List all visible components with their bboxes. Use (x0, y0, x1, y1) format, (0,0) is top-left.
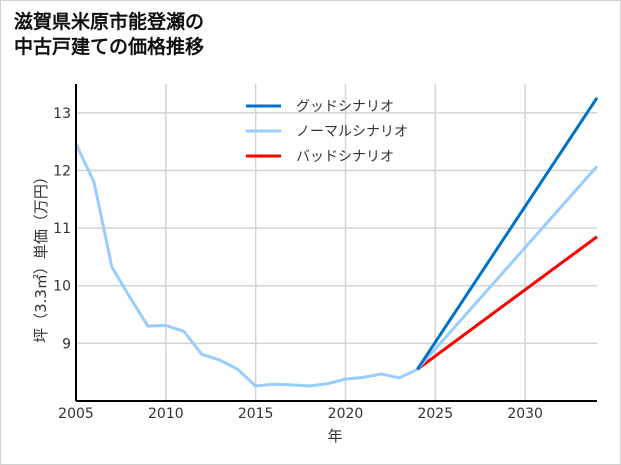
tick-labels: 2005 2010 2015 2020 2025 2030 9 10 11 12 13 (53, 106, 543, 422)
y-tick-label: 13 (53, 106, 71, 122)
scenario-line (416, 97, 599, 371)
x-tick-label: 2010 (148, 406, 184, 422)
x-tick-label: 2025 (417, 406, 453, 422)
scenario-line (416, 235, 598, 371)
y-axis-label: 坪（3.3㎡）単価（万円） (32, 169, 50, 343)
axes (75, 84, 597, 402)
legend-label: ノーマルシナリオ (296, 124, 408, 140)
legend-label: バッドシナリオ (296, 149, 394, 165)
legend-label: グッドシナリオ (296, 99, 394, 115)
series-lines (74, 97, 599, 388)
y-tick-label: 12 (53, 163, 71, 179)
chart-title: 滋賀県米原市能登瀬の 中古戸建ての価格推移 (14, 10, 204, 60)
y-tick-label: 11 (53, 221, 71, 237)
chart-title-line-2: 中古戸建ての価格推移 (14, 36, 205, 58)
y-tick-label: 9 (62, 336, 71, 352)
x-tick-label: 2015 (238, 406, 274, 422)
x-tick-label: 2005 (58, 406, 94, 422)
x-tick-label: 2030 (507, 406, 543, 422)
grid (75, 84, 597, 401)
y-tick-label: 10 (53, 279, 71, 295)
history-line (74, 143, 418, 388)
scenario-line (416, 165, 599, 371)
x-axis-label: 年 (327, 427, 342, 445)
chart-title-line-1: 滋賀県米原市能登瀬の (14, 11, 205, 33)
x-tick-label: 2020 (328, 406, 364, 422)
